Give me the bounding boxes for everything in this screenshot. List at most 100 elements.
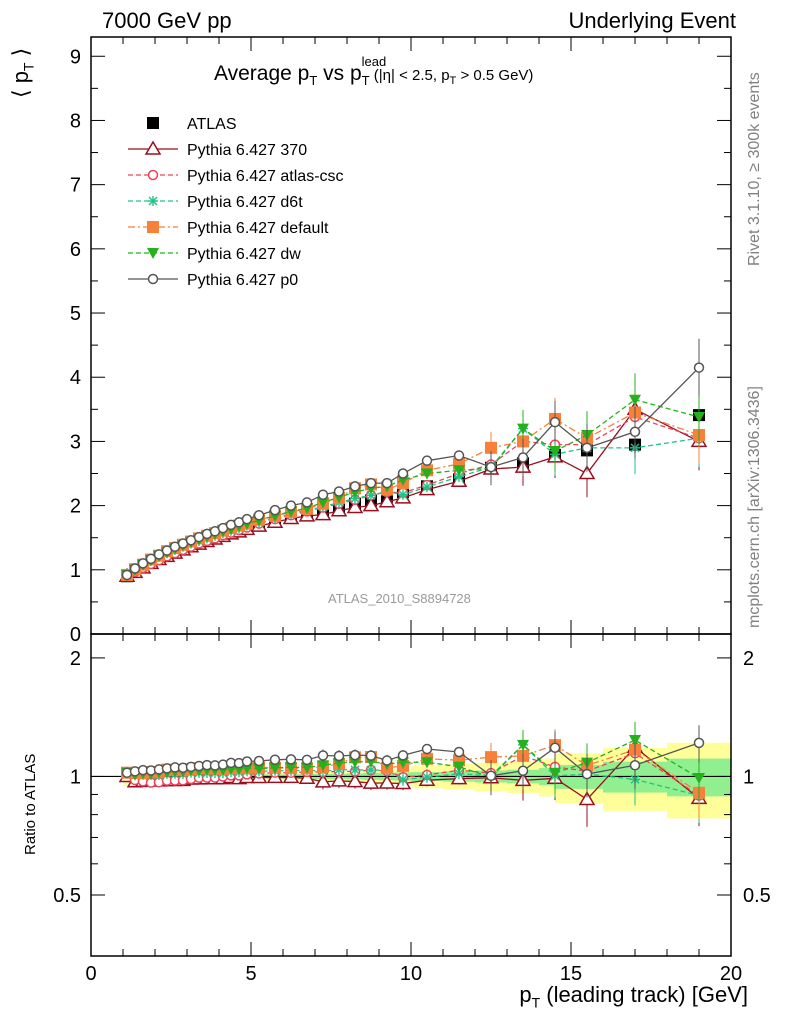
- star-stroke: [454, 472, 464, 482]
- ratio-point-p370: [298, 769, 316, 785]
- legend-item-default: Pythia 6.427 default: [128, 220, 329, 237]
- point-p0: [285, 500, 297, 511]
- ratio-point-p0: [269, 754, 281, 765]
- ratio-y-tick-label-right: 2: [743, 648, 754, 670]
- series-atlas: [121, 386, 705, 583]
- ratio-point-dw: [693, 772, 705, 784]
- point-p0: [269, 504, 281, 516]
- star-stroke: [398, 775, 408, 785]
- main-panel-frame: 0 1 2 3 4 5 6 7 8 9: [70, 36, 732, 956]
- legend-marker: [144, 140, 162, 155]
- point-dw: [453, 465, 465, 477]
- legend-label: Pythia 6.427 p0: [187, 272, 298, 289]
- legend-marker: [147, 248, 159, 259]
- ratio-y-tick-label: 1: [70, 766, 81, 788]
- ratio-point-p0: [241, 756, 253, 767]
- point-p0: [129, 563, 141, 574]
- ratio-point-p0: [517, 765, 529, 777]
- point-p370: [378, 493, 396, 508]
- point-p0: [145, 553, 157, 565]
- star-stroke: [366, 490, 376, 500]
- point-p0: [253, 509, 265, 521]
- series-line-dw: [126, 398, 700, 576]
- point-p370: [314, 506, 332, 521]
- point-p0: [333, 486, 345, 497]
- star-stroke: [350, 494, 360, 504]
- star-stroke: [422, 772, 432, 782]
- ratio-point-dw: [269, 762, 281, 774]
- analysis-watermark: ATLAS_2010_S8894728: [328, 591, 471, 606]
- point-d6t: [422, 481, 432, 492]
- point-p370: [362, 497, 380, 512]
- ratio-point-p0: [485, 770, 497, 782]
- ratio-point-p0: [581, 768, 593, 780]
- point-d6t: [366, 490, 376, 501]
- y-tick-label: 7: [70, 175, 81, 197]
- legend-item-d6t: Pythia 6.427 d6t: [128, 194, 303, 211]
- ratio-point-dw: [517, 739, 529, 751]
- point-p0: [349, 481, 361, 492]
- x-tick-label: 0: [85, 963, 96, 985]
- mcplots-info-label: mcplots.cern.ch [arXiv:1306.3436]: [746, 386, 763, 628]
- point-dw: [693, 412, 705, 424]
- ratio-point-p370: [362, 774, 380, 789]
- point-p370: [578, 465, 596, 480]
- point-d6t: [398, 489, 408, 500]
- x-tick-label: 20: [720, 963, 742, 985]
- ratio-point-p0: [453, 746, 465, 758]
- ratio-point-p0: [549, 742, 561, 753]
- point-p0: [421, 455, 433, 466]
- ratio-point-p0: [381, 755, 393, 766]
- y-tick-label: 0: [70, 624, 81, 646]
- series-line-p370: [126, 408, 700, 577]
- point-p0: [365, 477, 377, 489]
- star-stroke: [422, 482, 432, 492]
- x-tick-label: 10: [400, 963, 422, 985]
- point-default: [485, 441, 497, 454]
- y-tick-label: 4: [70, 367, 81, 389]
- point-dw: [317, 497, 329, 509]
- ratio-point-p0: [693, 737, 705, 749]
- y-tick-label: 5: [70, 303, 81, 325]
- ratio-point-dw: [549, 767, 561, 779]
- ratio-point-dw: [421, 757, 433, 769]
- point-p370: [330, 502, 348, 517]
- ratio-point-d6t: [422, 772, 432, 783]
- ratio-y-tick-label-right: 0.5: [743, 885, 771, 907]
- x-axis-label: pT (leading track) [GeV]: [519, 982, 748, 1011]
- point-dw: [629, 394, 641, 406]
- x-tick-label: 15: [560, 963, 582, 985]
- ratio-point-p0: [629, 759, 641, 771]
- header-right-label: Underlying Event: [568, 8, 736, 33]
- legend-label: Pythia 6.427 d6t: [187, 194, 303, 211]
- y-tick-label: 3: [70, 431, 81, 453]
- ratio-point-p0: [349, 749, 361, 761]
- ratio-y-tick-label-right: 1: [743, 766, 754, 788]
- point-p0: [485, 461, 497, 473]
- point-p0: [397, 468, 409, 479]
- y-tick-label: 8: [70, 110, 81, 132]
- ratio-point-p0: [301, 754, 313, 766]
- ratio-line-atlas_csc: [126, 752, 700, 797]
- legend: ATLAS Pythia 6.427 370 Pythia 6.427 atlas-…: [128, 116, 344, 289]
- ratio-point-dw: [453, 761, 465, 773]
- ratio-point-p0: [253, 755, 265, 767]
- legend-marker: [148, 196, 158, 206]
- star-stroke: [350, 765, 360, 775]
- point-d6t: [350, 493, 360, 504]
- ratio-point-d6t: [366, 764, 376, 775]
- y-tick-label: 2: [70, 496, 81, 518]
- ratio-point-p370: [330, 772, 348, 787]
- point-p0: [453, 450, 465, 461]
- x-tick-label: 5: [245, 963, 256, 985]
- point-p0: [693, 362, 705, 373]
- legend-item-p370: Pythia 6.427 370: [128, 140, 307, 159]
- ratio-point-dw: [333, 758, 345, 770]
- point-dw: [517, 423, 529, 435]
- point-p370: [346, 499, 364, 514]
- ratio-point-p370: [314, 773, 332, 788]
- ratio-point-d6t: [398, 774, 408, 785]
- ratio-point-default: [485, 751, 497, 764]
- star-stroke: [454, 769, 464, 779]
